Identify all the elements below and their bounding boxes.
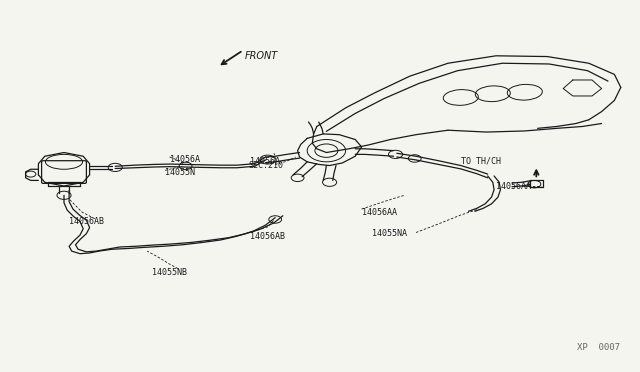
Text: 14056AA: 14056AA xyxy=(362,208,397,217)
Text: TO TH/CH: TO TH/CH xyxy=(461,156,500,165)
Text: FRONT: FRONT xyxy=(245,51,278,61)
Text: 14055N: 14055N xyxy=(165,169,195,177)
Text: 14056A: 14056A xyxy=(250,157,280,166)
Text: SEC.210: SEC.210 xyxy=(248,161,284,170)
Text: 14056AB: 14056AB xyxy=(250,232,285,241)
Text: XP  0007: XP 0007 xyxy=(577,343,620,352)
Text: 14055NA: 14055NA xyxy=(372,229,408,238)
Text: 14056AB: 14056AB xyxy=(69,217,104,226)
Text: 14055NB: 14055NB xyxy=(152,268,188,277)
Text: 14056AA: 14056AA xyxy=(496,182,531,191)
Text: 14056A: 14056A xyxy=(170,155,200,164)
